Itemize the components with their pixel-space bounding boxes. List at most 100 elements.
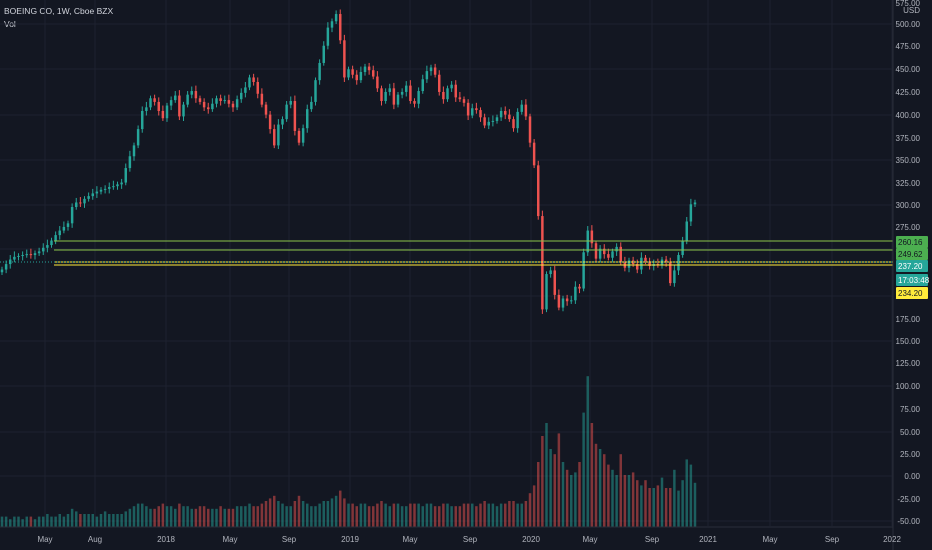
candle bbox=[627, 260, 631, 268]
volume-bar bbox=[565, 469, 569, 527]
volume-bar bbox=[347, 503, 350, 527]
candle bbox=[157, 101, 160, 111]
candle bbox=[108, 187, 111, 189]
volume-bar bbox=[363, 503, 367, 527]
candle bbox=[231, 103, 235, 108]
volume-bar bbox=[310, 506, 313, 527]
y-tick-label: 450.00 bbox=[896, 65, 921, 74]
volume-bar bbox=[21, 519, 24, 527]
candle bbox=[607, 254, 610, 258]
candle bbox=[462, 99, 466, 103]
candle bbox=[215, 98, 218, 104]
x-tick-label: May bbox=[222, 535, 237, 544]
volume-bar bbox=[421, 506, 424, 527]
candle bbox=[153, 98, 156, 102]
candle bbox=[396, 94, 400, 105]
candle bbox=[161, 110, 165, 119]
candle bbox=[454, 84, 457, 98]
candle bbox=[442, 91, 445, 100]
volume-bar bbox=[689, 464, 693, 527]
volume-bar bbox=[578, 462, 581, 527]
candle bbox=[9, 259, 12, 265]
y-tick-label: 300.00 bbox=[896, 201, 921, 210]
price-tag-label: 234.20 bbox=[898, 289, 923, 298]
volume-bar bbox=[504, 503, 507, 527]
volume-bar bbox=[112, 514, 115, 527]
candle bbox=[149, 98, 152, 108]
y-tick-label: 0.00 bbox=[904, 472, 920, 481]
candle bbox=[458, 97, 462, 100]
candle bbox=[194, 91, 198, 99]
candle bbox=[520, 104, 523, 112]
volume-bar bbox=[66, 514, 70, 527]
candle bbox=[260, 93, 264, 105]
candle bbox=[70, 207, 74, 224]
candle bbox=[79, 202, 82, 204]
candle bbox=[384, 91, 387, 102]
candle bbox=[58, 230, 61, 236]
candle bbox=[367, 66, 371, 71]
volume-bar bbox=[285, 506, 288, 527]
candle bbox=[528, 116, 532, 143]
price-tag-label: 249.62 bbox=[898, 250, 923, 259]
volume-bar bbox=[42, 516, 45, 527]
candle bbox=[50, 240, 53, 246]
y-tick-label: 150.00 bbox=[896, 337, 921, 346]
candle bbox=[471, 108, 474, 116]
volume-bar bbox=[429, 503, 433, 527]
volume-bar bbox=[277, 501, 280, 527]
y-tick-label: 375.00 bbox=[896, 134, 921, 143]
candle bbox=[136, 129, 140, 146]
volume-bar bbox=[648, 488, 651, 527]
candle bbox=[248, 77, 251, 88]
volume-bar bbox=[293, 501, 297, 527]
volume-bar bbox=[553, 454, 556, 527]
candle bbox=[42, 247, 45, 252]
volume-bar bbox=[557, 433, 561, 527]
candle bbox=[475, 108, 478, 111]
candle bbox=[165, 105, 169, 119]
candle bbox=[306, 109, 309, 129]
volume-bar bbox=[664, 488, 668, 527]
volume-bar bbox=[54, 516, 57, 527]
candle bbox=[532, 142, 536, 166]
volume-bar bbox=[13, 516, 16, 527]
candle bbox=[244, 87, 247, 93]
candle bbox=[557, 294, 561, 308]
volume-bar bbox=[339, 490, 342, 527]
volume-bar bbox=[46, 514, 49, 527]
volume-bar bbox=[450, 506, 453, 527]
candle bbox=[33, 253, 37, 256]
candle bbox=[351, 69, 354, 75]
candle bbox=[25, 254, 28, 256]
volume-bar bbox=[462, 503, 466, 527]
candle bbox=[516, 111, 519, 129]
volume-bar bbox=[607, 464, 610, 527]
candle bbox=[594, 243, 598, 259]
volume-bar bbox=[611, 469, 614, 527]
candle bbox=[301, 128, 305, 143]
y-tick-label: 400.00 bbox=[896, 111, 921, 120]
candle bbox=[541, 216, 544, 310]
candle bbox=[17, 255, 20, 257]
volume-bar bbox=[660, 477, 664, 527]
y-tick-label: 350.00 bbox=[896, 156, 921, 165]
volume-bar bbox=[227, 508, 231, 527]
volume-bar bbox=[29, 516, 33, 527]
volume-bar bbox=[669, 488, 672, 527]
candle bbox=[87, 196, 90, 199]
y-tick-label: -50.00 bbox=[897, 517, 920, 526]
candle bbox=[235, 99, 239, 108]
candle bbox=[207, 107, 210, 110]
volume-bar bbox=[372, 506, 375, 527]
y-tick-label: 500.00 bbox=[896, 20, 921, 29]
candle bbox=[648, 261, 651, 266]
volume-bar bbox=[157, 506, 160, 527]
candle bbox=[355, 74, 358, 81]
candle bbox=[219, 98, 222, 102]
candle bbox=[281, 119, 284, 125]
candle bbox=[347, 69, 350, 78]
candle bbox=[495, 117, 499, 121]
candle bbox=[619, 246, 622, 263]
